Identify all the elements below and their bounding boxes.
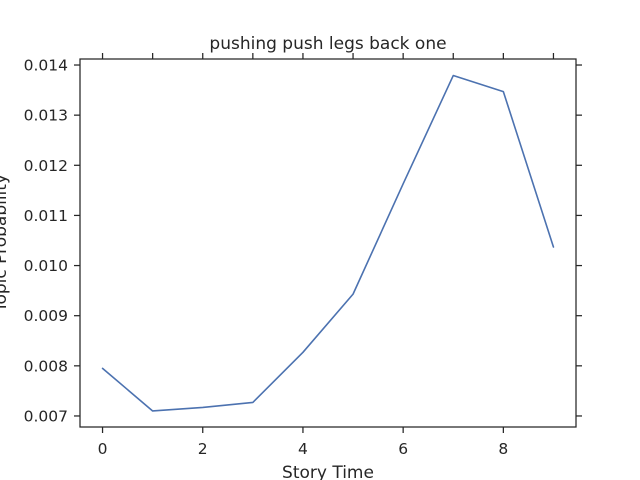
series: [101, 74, 555, 412]
x-tick-label: 0: [98, 440, 108, 458]
x-axis-title: Story Time: [282, 463, 374, 480]
x-tick-label: 2: [198, 440, 208, 458]
ticks: [74, 53, 582, 433]
y-tick-label: 0.014: [24, 57, 68, 75]
y-tick-label: 0.013: [24, 107, 68, 125]
x-tick-label: 4: [298, 440, 308, 458]
x-tick-label: 6: [398, 440, 408, 458]
plot-frame: [79, 58, 577, 428]
x-tick-label: 8: [498, 440, 508, 458]
y-tick-label: 0.010: [24, 257, 68, 275]
y-axis-title: Topic Probability: [0, 174, 11, 313]
y-tick-label: 0.012: [24, 157, 68, 175]
series-line: [101, 74, 555, 412]
y-tick-label: 0.007: [24, 407, 68, 425]
chart-title: pushing push legs back one: [209, 34, 446, 54]
y-tick-label: 0.011: [24, 207, 68, 225]
y-tick-label: 0.008: [24, 357, 68, 375]
tick-labels: 0 2 4 6 8 0.007 0.008 0.009 0.010 0.011 0.012 0.013…: [24, 57, 509, 458]
y-tick-label: 0.009: [24, 307, 68, 325]
